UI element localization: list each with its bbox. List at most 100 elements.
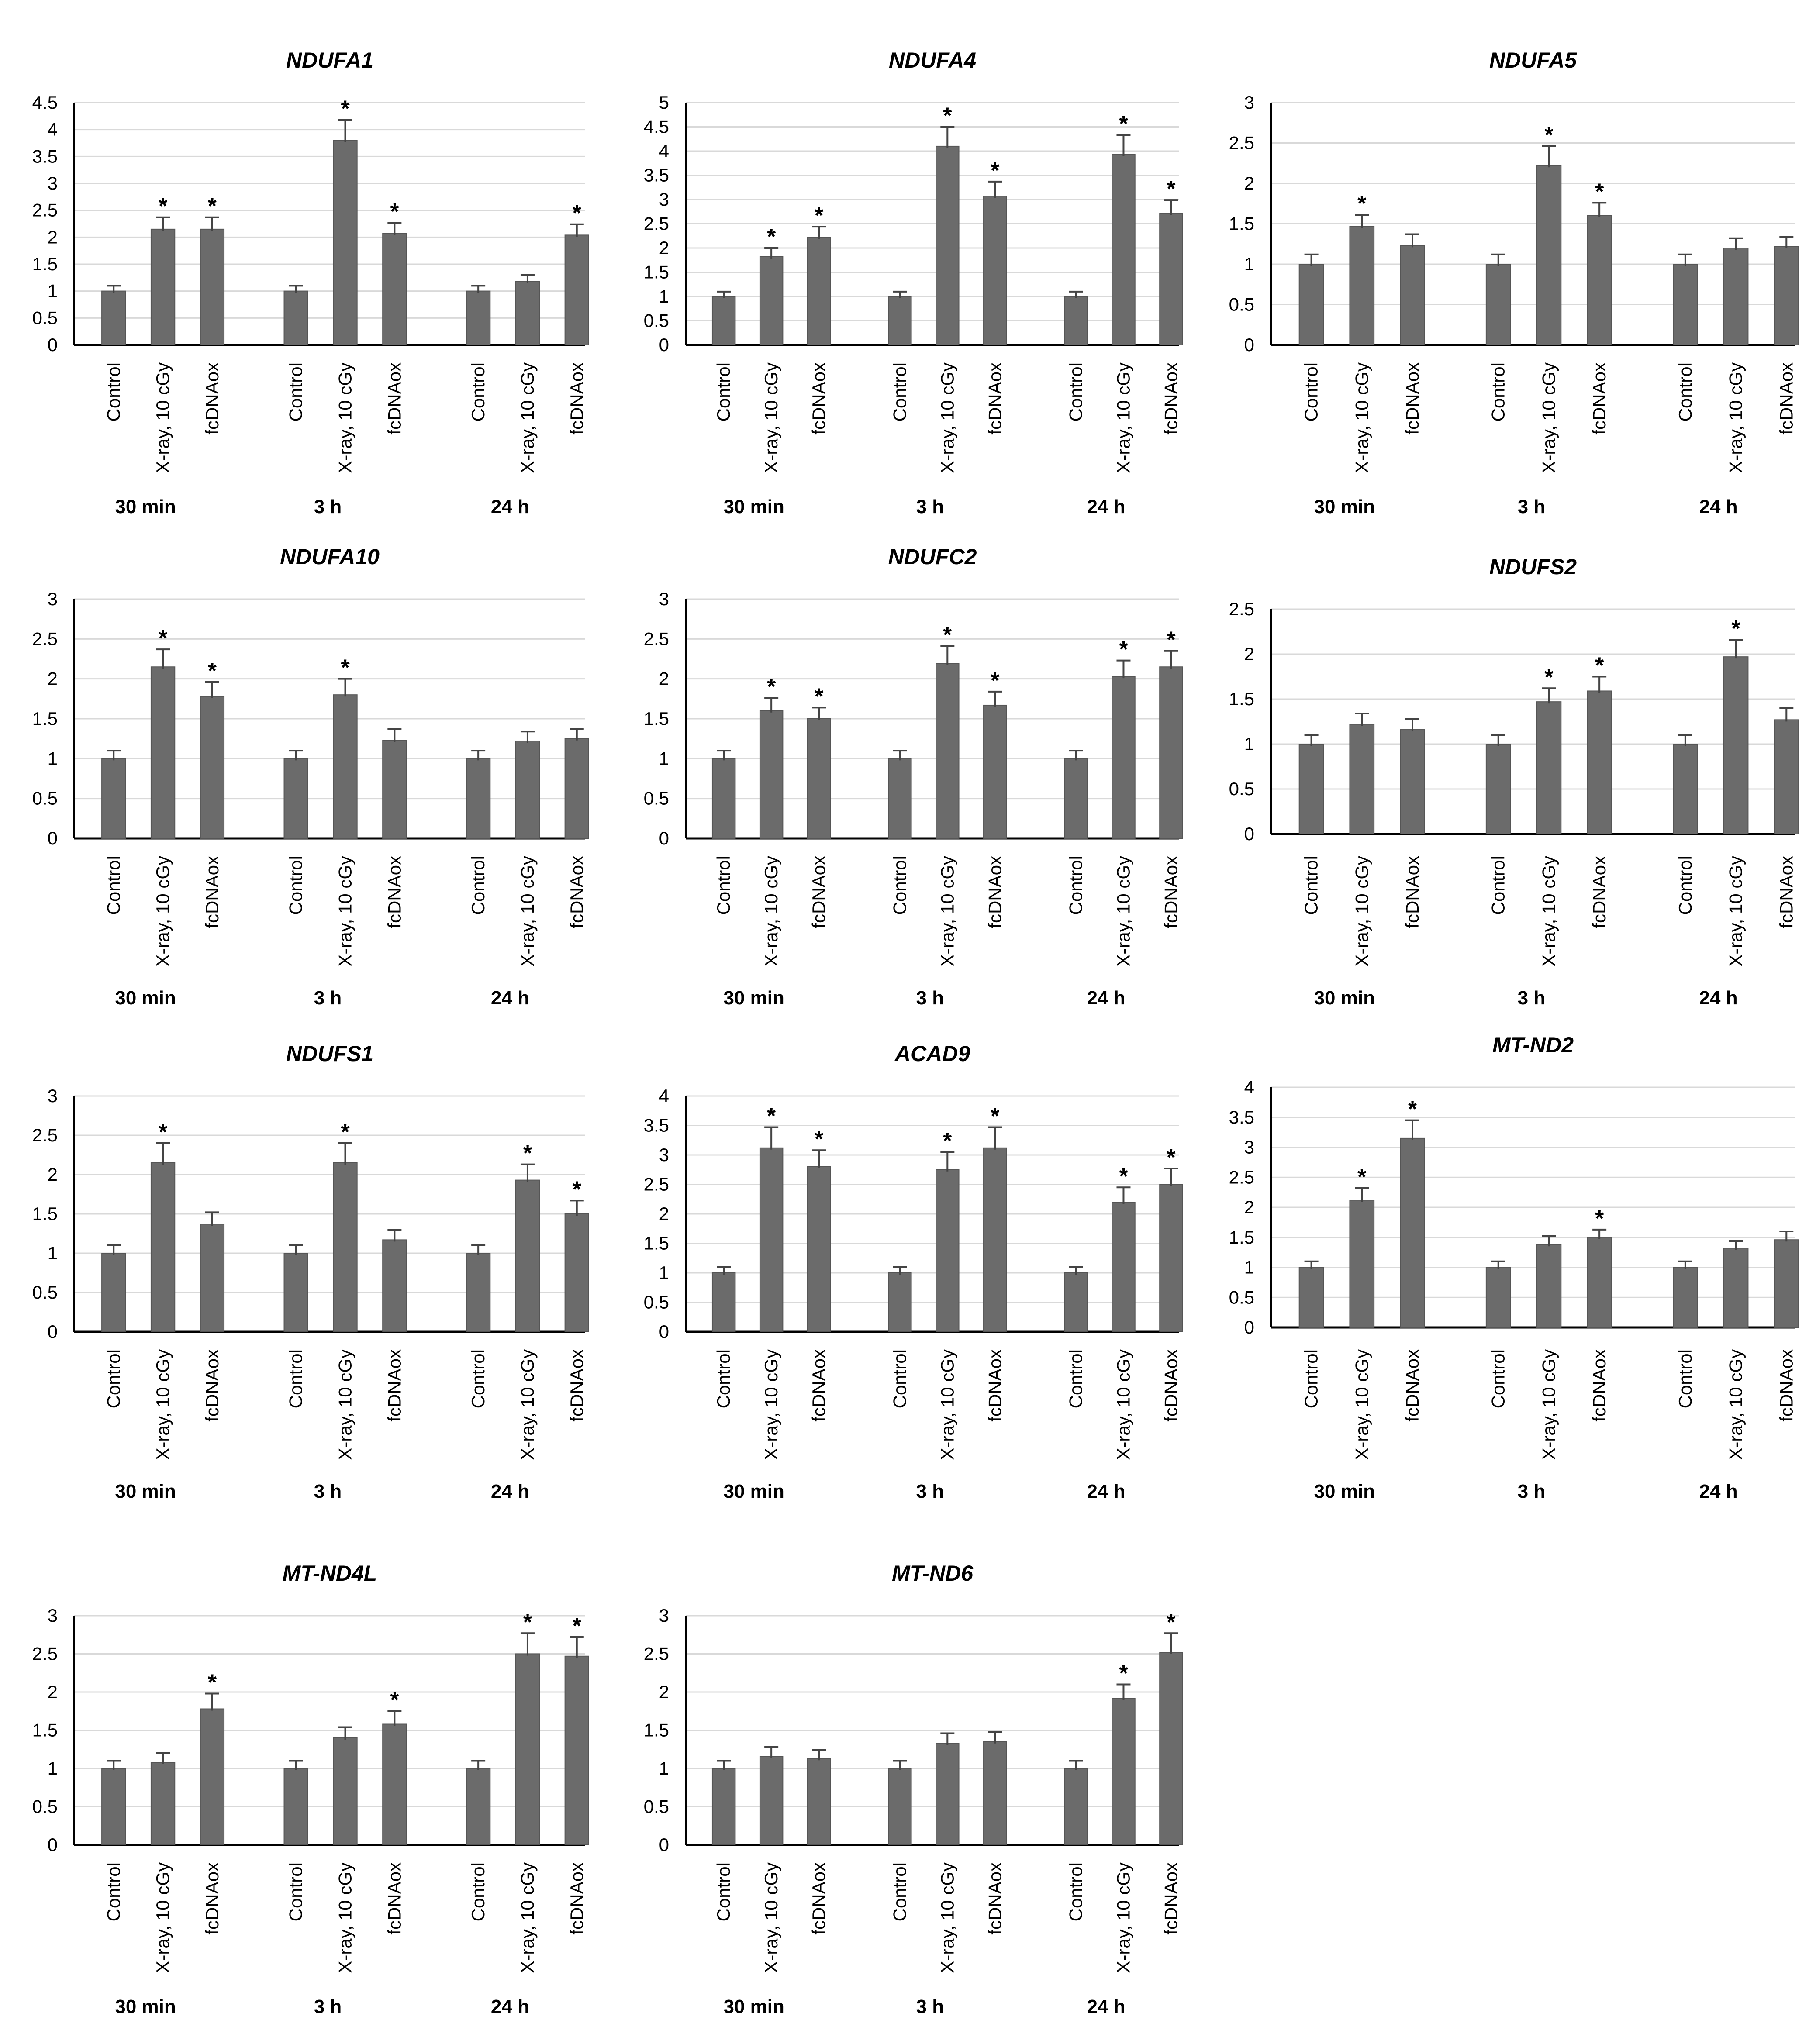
bar-3h-control [283,1768,308,1845]
significance-star: * [390,199,399,224]
bar-24h-x-ray-10-cgy [515,281,540,346]
y-tick-label: 2.5 [644,214,669,234]
significance-star: * [767,224,776,250]
x-category-label: fcDNAox [202,1862,222,1935]
time-group-label: 30 min [1314,496,1375,517]
significance-star: * [1119,1661,1128,1686]
bar-24h-fcdnaox [1159,666,1183,839]
y-tick-label: 2.5 [32,1644,58,1664]
significance-star: * [1167,1145,1176,1170]
y-tick-label: 4 [1244,1077,1254,1097]
time-group-label: 3 h [916,987,944,1009]
bar-30min-control [711,758,736,839]
x-category-label: X-ray, 10 cGy [1538,856,1559,967]
bar-30min-control [711,296,736,345]
significance-star: * [341,96,350,121]
x-category-label: fcDNAox [566,1349,587,1422]
y-tick-label: 0.5 [644,310,669,331]
y-tick-label: 3.5 [644,165,669,186]
time-group-label: 30 min [723,1996,784,2017]
time-group-label: 3 h [314,1996,342,2017]
y-tick-label: 1.5 [32,1720,58,1741]
x-category-label: Control [103,362,124,421]
x-category-label: fcDNAox [1589,362,1609,435]
chart-panel-mt-nd4l: MT-ND4L 0 0.5 1 1.5 2 2.5 3 Control X-ray, 10 cGy… [32,1561,589,2017]
time-group-label: 3 h [314,496,342,517]
significance-star: * [341,1120,350,1145]
x-category-label: fcDNAox [384,1862,404,1935]
x-category-label: X-ray, 10 cGy [937,1862,957,1973]
y-tick-label: 1.5 [1229,1227,1254,1248]
x-category-label: Control [1301,856,1322,915]
bar-3h-control [1485,1267,1511,1328]
x-category-label: Control [468,1349,488,1408]
x-category-label: X-ray, 10 cGy [152,1862,173,1973]
bar-30min-x-ray-10-cgy [759,1147,784,1333]
y-tick-label: 0 [659,1321,669,1342]
significance-star: * [523,1141,532,1166]
time-group-label: 30 min [723,987,784,1009]
x-category-label: fcDNAox [566,362,587,435]
y-tick-label: 0 [48,1834,58,1855]
x-category-label: Control [468,856,488,915]
bar-24h-fcdnaox [1159,213,1183,345]
bar-30min-fcdnaox [200,696,225,839]
chart-panel-mt-nd6: MT-ND6 0 0.5 1 1.5 2 2.5 3 Control X-ray, 10 cGy f… [644,1561,1183,2017]
y-tick-label: 0 [48,1321,58,1342]
y-tick-label: 1.5 [1229,214,1254,234]
y-tick-label: 3 [1244,1137,1254,1158]
bar-3h-control [888,1768,912,1845]
significance-star: * [1595,179,1604,204]
bar-24h-x-ray-10-cgy [1112,154,1136,345]
bar-3h-fcdnaox [983,1147,1007,1333]
x-category-label: X-ray, 10 cGy [1538,362,1559,473]
y-tick-label: 1 [48,1758,58,1779]
x-category-label: X-ray, 10 cGy [937,856,957,967]
x-category-label: fcDNAox [1402,362,1422,435]
x-category-label: fcDNAox [202,362,222,435]
time-group-label: 3 h [1518,1481,1546,1502]
bar-24h-x-ray-10-cgy [515,741,540,839]
y-tick-label: 1 [1244,1257,1254,1278]
bar-3h-fcdnaox [983,704,1007,839]
y-tick-label: 4 [659,141,669,161]
time-group-label: 30 min [1314,987,1375,1009]
x-category-label: Control [1066,1349,1086,1408]
x-category-label: Control [286,856,306,915]
x-category-label: Control [1675,1349,1695,1408]
bar-24h-control [1673,744,1698,834]
bar-24h-control [466,1768,491,1845]
x-category-label: fcDNAox [808,1862,829,1935]
x-category-label: Control [1066,1862,1086,1921]
y-tick-label: 3.5 [32,146,58,166]
bar-24h-control [466,290,491,346]
y-tick-label: 3 [48,1086,58,1106]
bar-24h-fcdnaox [564,1655,589,1845]
y-tick-label: 0.5 [32,1282,58,1303]
y-tick-label: 1 [659,748,669,769]
x-category-label: X-ray, 10 cGy [1726,362,1746,473]
y-tick-label: 0.5 [1229,1287,1254,1307]
bar-30min-control [101,1768,126,1845]
significance-star: * [815,684,824,709]
bar-3h-fcdnaox [382,1723,407,1845]
bar-3h-control [1485,264,1511,345]
y-tick-label: 3 [659,589,669,609]
bar-24h-control [1064,1768,1088,1845]
x-category-label: X-ray, 10 cGy [517,1349,538,1460]
x-category-label: fcDNAox [1160,856,1181,928]
significance-star: * [1167,627,1176,653]
x-category-label: Control [889,362,910,421]
x-category-label: X-ray, 10 cGy [1351,362,1372,473]
bar-3h-control [283,290,308,346]
x-category-label: Control [889,1862,910,1921]
bar-24h-control [1064,758,1088,839]
y-tick-label: 2 [659,1682,669,1702]
bar-3h-fcdnaox [1587,1237,1612,1328]
y-tick-label: 3 [659,1605,669,1626]
x-category-label: fcDNAox [984,856,1005,928]
significance-star: * [767,1104,776,1129]
x-category-label: X-ray, 10 cGy [1726,1349,1746,1460]
y-tick-label: 0.5 [644,1292,669,1313]
x-category-label: Control [713,362,734,421]
